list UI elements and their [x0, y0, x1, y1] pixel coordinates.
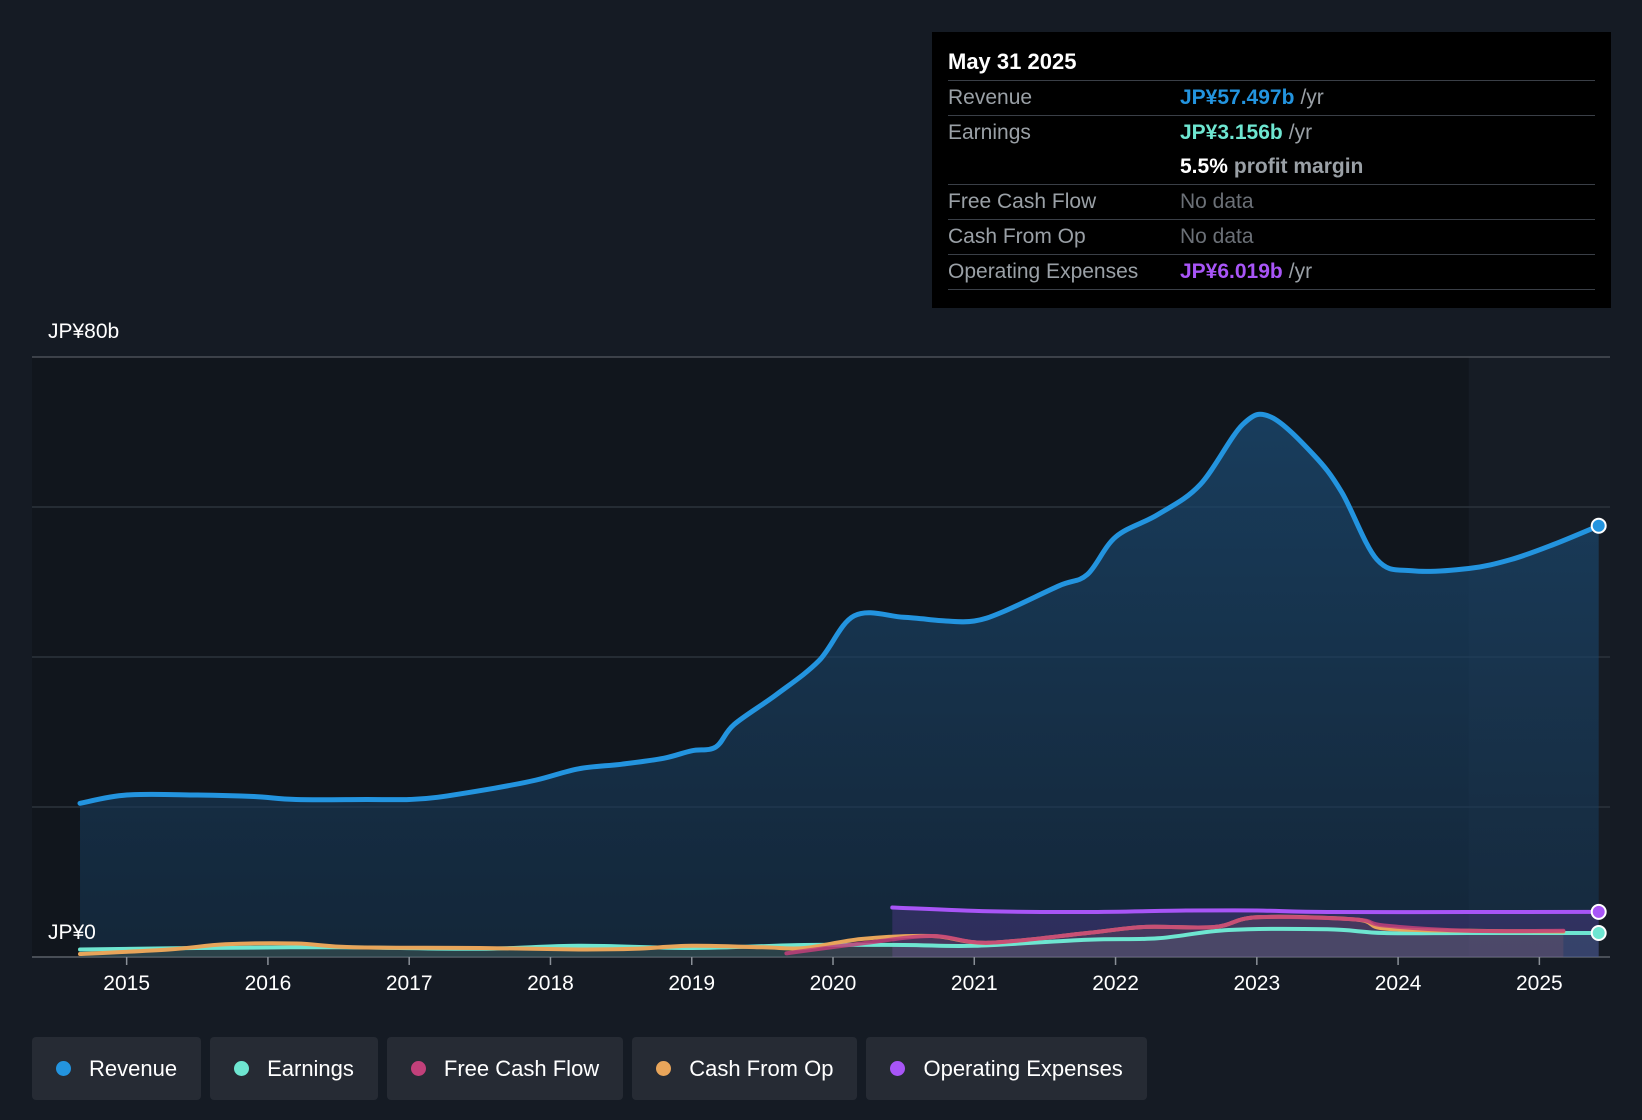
legend-dot-icon [656, 1061, 672, 1076]
tooltip-label: Operating Expenses [948, 260, 1139, 283]
legend-label: Free Cash Flow [443, 1055, 600, 1081]
revenue-line [77, 411, 1602, 806]
tooltip-row-free-cash-flow: Free Cash Flow No data [948, 184, 1595, 219]
cash-from-op-area [80, 916, 1564, 957]
series-lines [77, 411, 1602, 956]
legend-item-revenue[interactable]: Revenue [32, 1037, 202, 1100]
tooltip-value: JP¥57.497b [1180, 86, 1295, 109]
free-cash-flow-line [784, 914, 1566, 956]
legend-label: Cash From Op [689, 1055, 834, 1081]
x-tick-label: 2020 [810, 972, 857, 995]
tooltip-value: JP¥6.019b [1180, 260, 1283, 283]
tooltip-date: May 31 2025 [948, 49, 1077, 74]
tooltip-label: Cash From Op [948, 225, 1086, 248]
tooltip-unit: /yr [1288, 260, 1313, 283]
legend-label: Operating Expenses [923, 1055, 1123, 1081]
legend-dot-icon [410, 1061, 426, 1076]
revenue-area [80, 414, 1599, 957]
legend: Revenue Earnings Free Cash Flow Cash Fro… [32, 1037, 1147, 1100]
tooltip-row-operating-expenses: Operating Expenses JP¥6.019b /yr [948, 254, 1595, 290]
tooltip-value: JP¥3.156b [1180, 121, 1283, 144]
x-tick-label: 2016 [245, 972, 292, 995]
tooltip-panel: May 31 2025 Revenue JP¥57.497b /yr Earni… [932, 32, 1611, 308]
tooltip-unit: profit margin [1233, 155, 1364, 178]
earnings-endpoint [1590, 925, 1607, 941]
x-tick-label: 2023 [1233, 972, 1280, 995]
y-axis-bottom-label: JP¥0 [48, 921, 96, 944]
legend-label: Earnings [267, 1055, 354, 1081]
x-tick-label: 2019 [668, 972, 715, 995]
tooltip-value: No data [1180, 225, 1254, 248]
y-axis-top-label: JP¥80b [48, 320, 120, 343]
tooltip-label: Earnings [948, 121, 1031, 144]
operating-expenses-endpoint [1590, 903, 1607, 920]
operating-expenses-line [890, 905, 1601, 915]
tooltip-unit: /yr [1288, 121, 1313, 144]
legend-dot-icon [56, 1061, 71, 1076]
tooltip-value: 5.5% [1180, 155, 1228, 178]
legend-dot-icon [890, 1061, 906, 1076]
tooltip-label: Revenue [948, 86, 1033, 109]
operating-expenses-area [892, 907, 1599, 957]
legend-dot-icon [234, 1061, 250, 1076]
x-axis-ticks: 2015 2016 2017 2018 2019 2020 2021 2022 2023 2024… [103, 957, 1563, 995]
tooltip-row-earnings: Earnings JP¥3.156b /yr [948, 115, 1595, 150]
legend-item-free-cash-flow[interactable]: Free Cash Flow [386, 1037, 624, 1100]
x-tick-label: 2024 [1375, 972, 1422, 995]
legend-item-cash-from-op[interactable]: Cash From Op [632, 1037, 858, 1100]
x-tick-label: 2022 [1092, 972, 1139, 995]
revenue-endpoint [1590, 517, 1607, 534]
tooltip-row-profit-margin: 5.5% profit margin [948, 150, 1595, 184]
legend-item-earnings[interactable]: Earnings [210, 1037, 378, 1100]
x-tick-label: 2015 [103, 972, 150, 995]
x-tick-label: 2018 [527, 972, 574, 995]
tooltip-unit: /yr [1300, 86, 1324, 109]
x-tick-label: 2017 [386, 972, 433, 995]
legend-label: Revenue [89, 1055, 178, 1081]
tooltip-row-revenue: Revenue JP¥57.497b /yr [948, 80, 1595, 115]
tooltip-label: Free Cash Flow [948, 190, 1097, 213]
x-tick-label: 2025 [1516, 972, 1563, 995]
x-tick-label: 2021 [951, 972, 998, 995]
series-areas [80, 414, 1599, 957]
tooltip-row-cash-from-op: Cash From Op No data [948, 219, 1595, 254]
legend-item-operating-expenses[interactable]: Operating Expenses [866, 1037, 1147, 1100]
tooltip-label [948, 150, 1180, 184]
series-endpoints [1590, 517, 1607, 941]
tooltip-value: No data [1180, 190, 1254, 213]
